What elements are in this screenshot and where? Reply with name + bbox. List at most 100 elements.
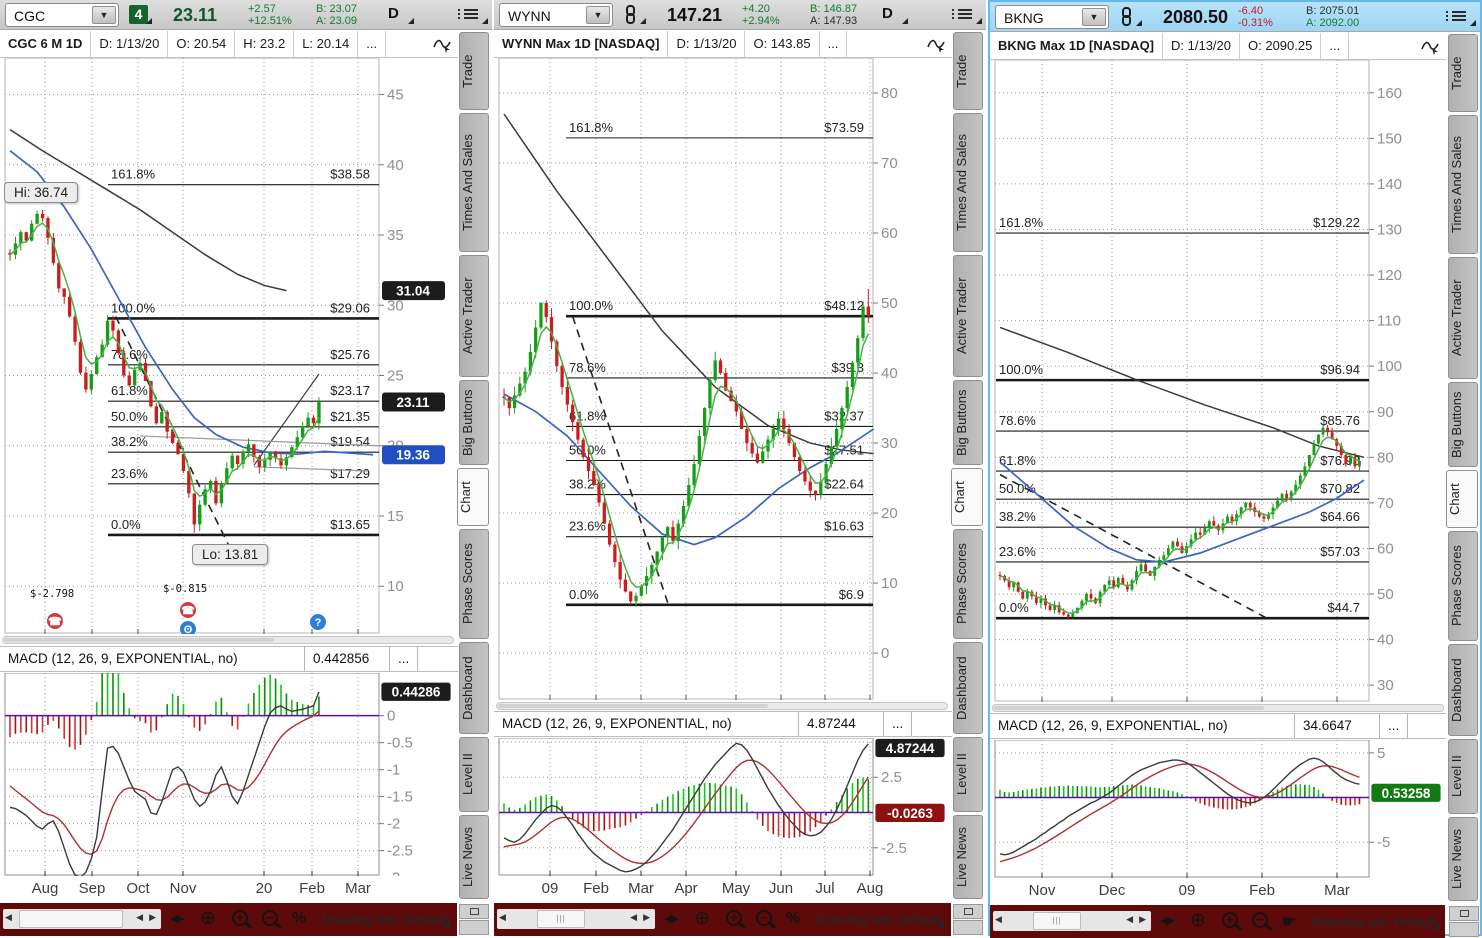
crosshair-icon[interactable]: ⊕	[694, 908, 710, 929]
drawing-tool-icon[interactable]	[1420, 36, 1440, 56]
timeframe-button[interactable]: D	[388, 5, 399, 22]
menu-icon[interactable]	[1446, 9, 1466, 25]
symbol-dropdown[interactable]: BKNG ▼	[995, 5, 1109, 29]
resize-grip[interactable]	[953, 920, 983, 935]
scrollbar-thumb[interactable]	[19, 910, 123, 928]
tab-chart[interactable]: Chart	[1446, 470, 1478, 528]
macd-more[interactable]: ...	[390, 647, 419, 671]
symbol-dropdown[interactable]: CGC ▼	[5, 3, 119, 27]
scrollbar-thumb[interactable]: |||	[537, 910, 585, 928]
menu-icon[interactable]	[458, 7, 478, 23]
tab-times-and-sales[interactable]: Times And Sales	[953, 113, 983, 252]
pane-splitter[interactable]	[2, 636, 454, 644]
drawing-set-label[interactable]: Drawing set: Default	[322, 912, 448, 927]
tab-dashboard[interactable]: Dashboard	[1448, 644, 1478, 736]
step-left-icon[interactable]: ◀	[630, 912, 637, 922]
step-right-icon[interactable]: ▶	[149, 912, 156, 922]
restore-window-icon[interactable]	[459, 904, 489, 919]
tab-times-and-sales[interactable]: Times And Sales	[459, 113, 489, 252]
tab-big-buttons[interactable]: Big Buttons	[459, 380, 489, 465]
macd-chart[interactable]: 2.5 -2.5 4.87244 -0.0263	[494, 738, 952, 876]
symbol-dropdown[interactable]: WYNN ▼	[499, 3, 613, 27]
scroll-left-icon[interactable]: ◀	[5, 912, 12, 922]
macd-chart[interactable]: 5 -5 0.53258	[990, 740, 1448, 878]
chevron-down-icon[interactable]: ▼	[1082, 8, 1106, 26]
restore-window-icon[interactable]	[1449, 906, 1479, 921]
link-icon[interactable]	[626, 5, 637, 24]
zoom-out-icon[interactable]: −	[756, 910, 772, 926]
price-chart[interactable]: 160 150 140 130 120 110 100 90 80 70 60 50 40 30 161.8…	[990, 60, 1448, 702]
tab-big-buttons[interactable]: Big Buttons	[1448, 382, 1478, 467]
pane-splitter[interactable]	[992, 704, 1444, 712]
tab-active-trader[interactable]: Active Trader	[459, 255, 489, 377]
tab-level-ii[interactable]: Level II	[953, 737, 983, 812]
tab-phase-scores[interactable]: Phase Scores	[1448, 531, 1478, 641]
pane-splitter[interactable]	[496, 702, 948, 710]
tab-chart[interactable]: Chart	[951, 468, 983, 526]
crosshair-icon[interactable]: ⊕	[1190, 910, 1206, 931]
step-left-icon[interactable]: ◀	[136, 912, 143, 922]
zoom-in-icon[interactable]: +	[232, 910, 248, 926]
tab-active-trader[interactable]: Active Trader	[953, 255, 983, 377]
macd-more[interactable]: ...	[884, 712, 913, 736]
macd-more[interactable]: ...	[1380, 714, 1409, 738]
drawing-tool-icon[interactable]	[926, 34, 946, 54]
panel-resize-buttons[interactable]	[1448, 905, 1481, 938]
svg-text:$57.03: $57.03	[1320, 544, 1360, 559]
panel-resize-buttons[interactable]	[952, 903, 985, 936]
scroll-left-icon[interactable]: ◀	[499, 912, 506, 922]
tab-dashboard[interactable]: Dashboard	[459, 642, 489, 734]
expand-horizontal-icon[interactable]: ◀▶	[170, 913, 185, 925]
step-right-icon[interactable]: ▶	[1139, 914, 1146, 924]
expand-horizontal-icon[interactable]: ◀▶	[664, 913, 679, 925]
restore-window-icon[interactable]	[953, 904, 983, 919]
menu-icon[interactable]	[952, 7, 972, 23]
tab-dashboard[interactable]: Dashboard	[953, 642, 983, 734]
price-chart[interactable]: 80 70 60 50 40 30 20 10 0 161.8% $73.59 100.0% $48.1…	[494, 58, 952, 700]
tab-live-news[interactable]: Live News	[459, 815, 489, 899]
tab-active-trader[interactable]: Active Trader	[1448, 257, 1478, 379]
zoom-out-icon[interactable]: −	[1252, 912, 1268, 928]
expand-horizontal-icon[interactable]: ◀▶	[1160, 915, 1175, 927]
percent-tool-icon[interactable]: %	[292, 910, 307, 927]
resize-grip[interactable]	[1449, 922, 1479, 937]
horizontal-scrollbar[interactable]: ◀ ◀ ▶	[3, 909, 161, 929]
drawing-tool-icon[interactable]	[432, 34, 452, 54]
zoom-in-icon[interactable]: +	[726, 910, 742, 926]
tab-level-ii[interactable]: Level II	[459, 737, 489, 812]
tab-level-ii[interactable]: Level II	[1448, 739, 1478, 814]
step-right-icon[interactable]: ▶	[643, 912, 650, 922]
tab-trade[interactable]: Trade	[953, 32, 983, 110]
zoom-out-icon[interactable]: −	[262, 910, 278, 926]
panel-resize-buttons[interactable]	[458, 903, 491, 936]
svg-text:$-2.798: $-2.798	[30, 588, 74, 600]
chevron-down-icon[interactable]: ▼	[586, 6, 610, 24]
price-chart[interactable]: 4540353025201510161.8%$38.58100.0%$29.06…	[0, 58, 458, 634]
tab-trade[interactable]: Trade	[1448, 34, 1478, 112]
tab-live-news[interactable]: Live News	[1448, 817, 1478, 901]
tab-phase-scores[interactable]: Phase Scores	[953, 529, 983, 639]
crosshair-icon[interactable]: ⊕	[200, 908, 216, 929]
tab-times-and-sales[interactable]: Times And Sales	[1448, 115, 1478, 254]
macd-chart[interactable]: 0 -0.5 -1 -1.5 -2 -2.5 -3 0.44286	[0, 673, 458, 876]
scroll-left-icon[interactable]: ◀	[995, 914, 1002, 924]
tab-chart[interactable]: Chart	[457, 468, 489, 526]
drawing-set-label[interactable]: Drawing set: Default	[816, 912, 942, 927]
drawing-set-label[interactable]: Drawing set: Default	[1312, 914, 1438, 929]
tab-big-buttons[interactable]: Big Buttons	[953, 380, 983, 465]
step-left-icon[interactable]: ◀	[1126, 914, 1133, 924]
scrollbar-thumb[interactable]: |||	[1033, 912, 1081, 930]
link-icon[interactable]	[1122, 7, 1133, 26]
link-group-badge[interactable]: 4	[129, 5, 148, 24]
tab-phase-scores[interactable]: Phase Scores	[459, 529, 489, 639]
resize-grip[interactable]	[459, 920, 489, 935]
pan-hand-icon[interactable]: ☛	[1282, 914, 1297, 931]
horizontal-scrollbar[interactable]: ◀ ||| ◀ ▶	[497, 909, 655, 929]
zoom-in-icon[interactable]: +	[1222, 912, 1238, 928]
timeframe-button[interactable]: D	[882, 5, 893, 22]
percent-tool-icon[interactable]: %	[786, 910, 801, 927]
tab-live-news[interactable]: Live News	[953, 815, 983, 899]
chevron-down-icon[interactable]: ▼	[92, 6, 116, 24]
tab-trade[interactable]: Trade	[459, 32, 489, 110]
horizontal-scrollbar[interactable]: ◀ ||| ◀ ▶	[993, 911, 1151, 931]
